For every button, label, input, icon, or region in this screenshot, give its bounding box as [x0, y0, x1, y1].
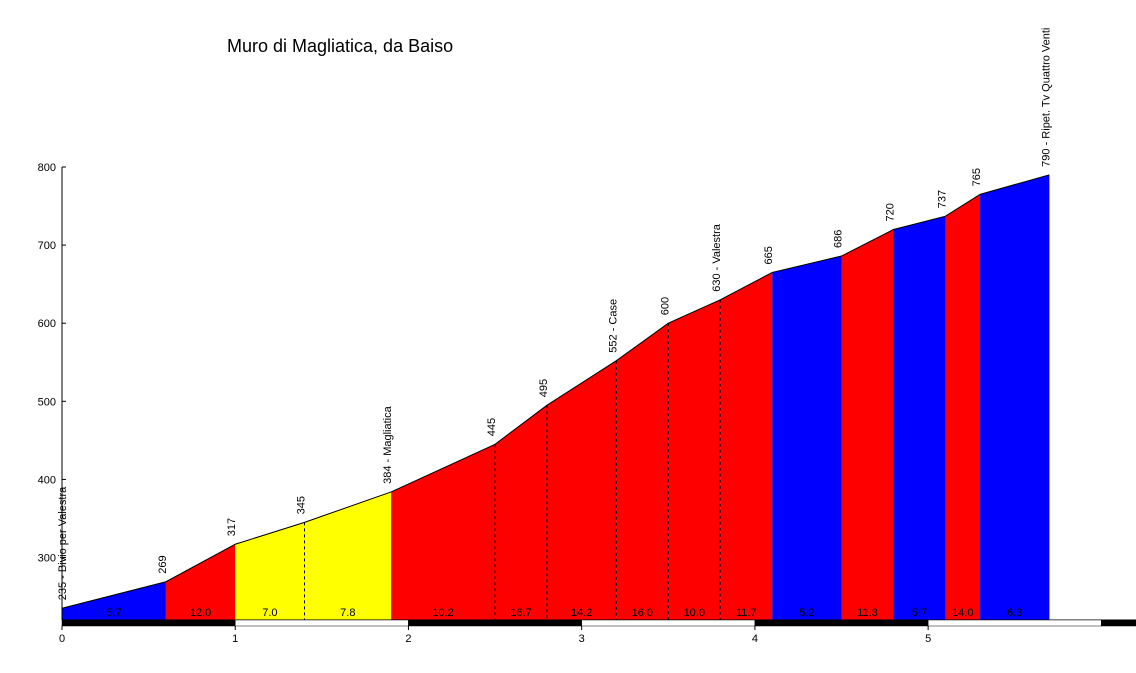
km-bar-5: [927, 619, 1102, 627]
segment-area-6: [495, 405, 548, 620]
gradient-label-14: 14.0: [952, 607, 973, 619]
segment-areas: [62, 174, 1050, 620]
chart-title: Muro di Magliatica, da Baiso: [227, 36, 453, 56]
elevation-label-2: 269: [157, 555, 169, 573]
segment-area-15: [980, 174, 1050, 620]
segment-area-4: [304, 491, 392, 620]
segment-area-9: [668, 299, 721, 620]
x-tick-label: 4: [752, 633, 758, 645]
gradient-label-9: 10.0: [684, 607, 705, 619]
km-bar-4: [754, 619, 929, 627]
elevation-label-12: 686: [833, 230, 845, 248]
gradient-label-8: 16.0: [632, 607, 653, 619]
gradient-label-13: 5.7: [912, 607, 927, 619]
gradient-label-4: 7.8: [340, 607, 355, 619]
gradient-label-10: 11.7: [736, 607, 757, 619]
gradient-label-1: 5.7: [106, 607, 121, 619]
profile-line: [61, 174, 1050, 609]
y-tick-label: 700: [38, 240, 56, 252]
segment-area-5: [391, 444, 496, 620]
segment-dividers: [304, 299, 721, 620]
elevation-label-13: 720: [884, 203, 896, 221]
elevation-label-3: 317: [226, 518, 238, 536]
elevation-label-16: 790 - Ripet. Tv Quattro Venti: [1040, 28, 1052, 167]
gradient-label-5: 10.2: [432, 607, 453, 619]
gradient-labels: 5.7 12.0 7.0 7.8 10.2 16.7 14.2 16.0 10.0 11.7 5.2…: [106, 607, 1022, 619]
segment-area-13: [893, 216, 946, 620]
elevation-label-9: 600: [659, 297, 671, 315]
elevation-label-11: 665: [763, 246, 775, 264]
km-bar-3: [581, 619, 756, 627]
km-bar-6: [1101, 619, 1136, 627]
elevation-label-1: 235 - Bivio per Valestra: [57, 486, 69, 600]
gradient-label-7: 14.2: [571, 607, 592, 619]
elevation-label-5: 384 - Magliatica: [382, 405, 394, 484]
segment-area-8: [616, 323, 669, 620]
elevation-label-15: 765: [971, 168, 983, 186]
segment-area-11: [772, 256, 842, 620]
elevation-label-7: 495: [538, 379, 550, 397]
elevation-label-6: 445: [486, 418, 498, 436]
elevation-label-8: 552 - Case: [607, 299, 619, 353]
gradient-label-2: 12.0: [190, 607, 211, 619]
profile-outline: [61, 174, 1050, 609]
gradient-label-15: 6.3: [1007, 607, 1022, 619]
segment-area-14: [945, 194, 981, 620]
km-bar-0: [61, 619, 236, 627]
segment-area-7: [547, 360, 617, 620]
y-tick-label: 500: [38, 396, 56, 408]
x-tick-label: 3: [579, 633, 585, 645]
elevation-label-10: 630 - Valestra: [711, 223, 723, 292]
segment-area-10: [720, 272, 773, 620]
x-tick-label: 5: [925, 633, 931, 645]
gradient-label-12: 11.3: [857, 607, 878, 619]
segment-area-2: [165, 544, 236, 620]
segment-area-12: [841, 229, 894, 620]
gradient-label-6: 16.7: [510, 607, 531, 619]
gradient-label-3: 7.0: [262, 607, 277, 619]
elevation-label-14: 737: [936, 190, 948, 208]
segment-area-1: [62, 581, 166, 620]
km-bar-2: [408, 619, 582, 627]
elevation-label-4: 345: [296, 496, 308, 514]
x-tick-label: 0: [59, 633, 65, 645]
y-tick-label: 300: [38, 553, 56, 565]
y-tick-label: 600: [38, 318, 56, 330]
elevation-labels: 235 - Bivio per Valestra 269 317 345 384 - M…: [57, 28, 1052, 601]
segment-area-3: [235, 522, 305, 620]
y-tick-label: 400: [38, 474, 56, 486]
y-tick-label: 800: [38, 162, 56, 174]
x-tick-label: 1: [232, 633, 238, 645]
km-bar-1: [234, 619, 409, 627]
gradient-label-11: 5.2: [799, 607, 814, 619]
x-tick-label: 2: [405, 633, 411, 645]
